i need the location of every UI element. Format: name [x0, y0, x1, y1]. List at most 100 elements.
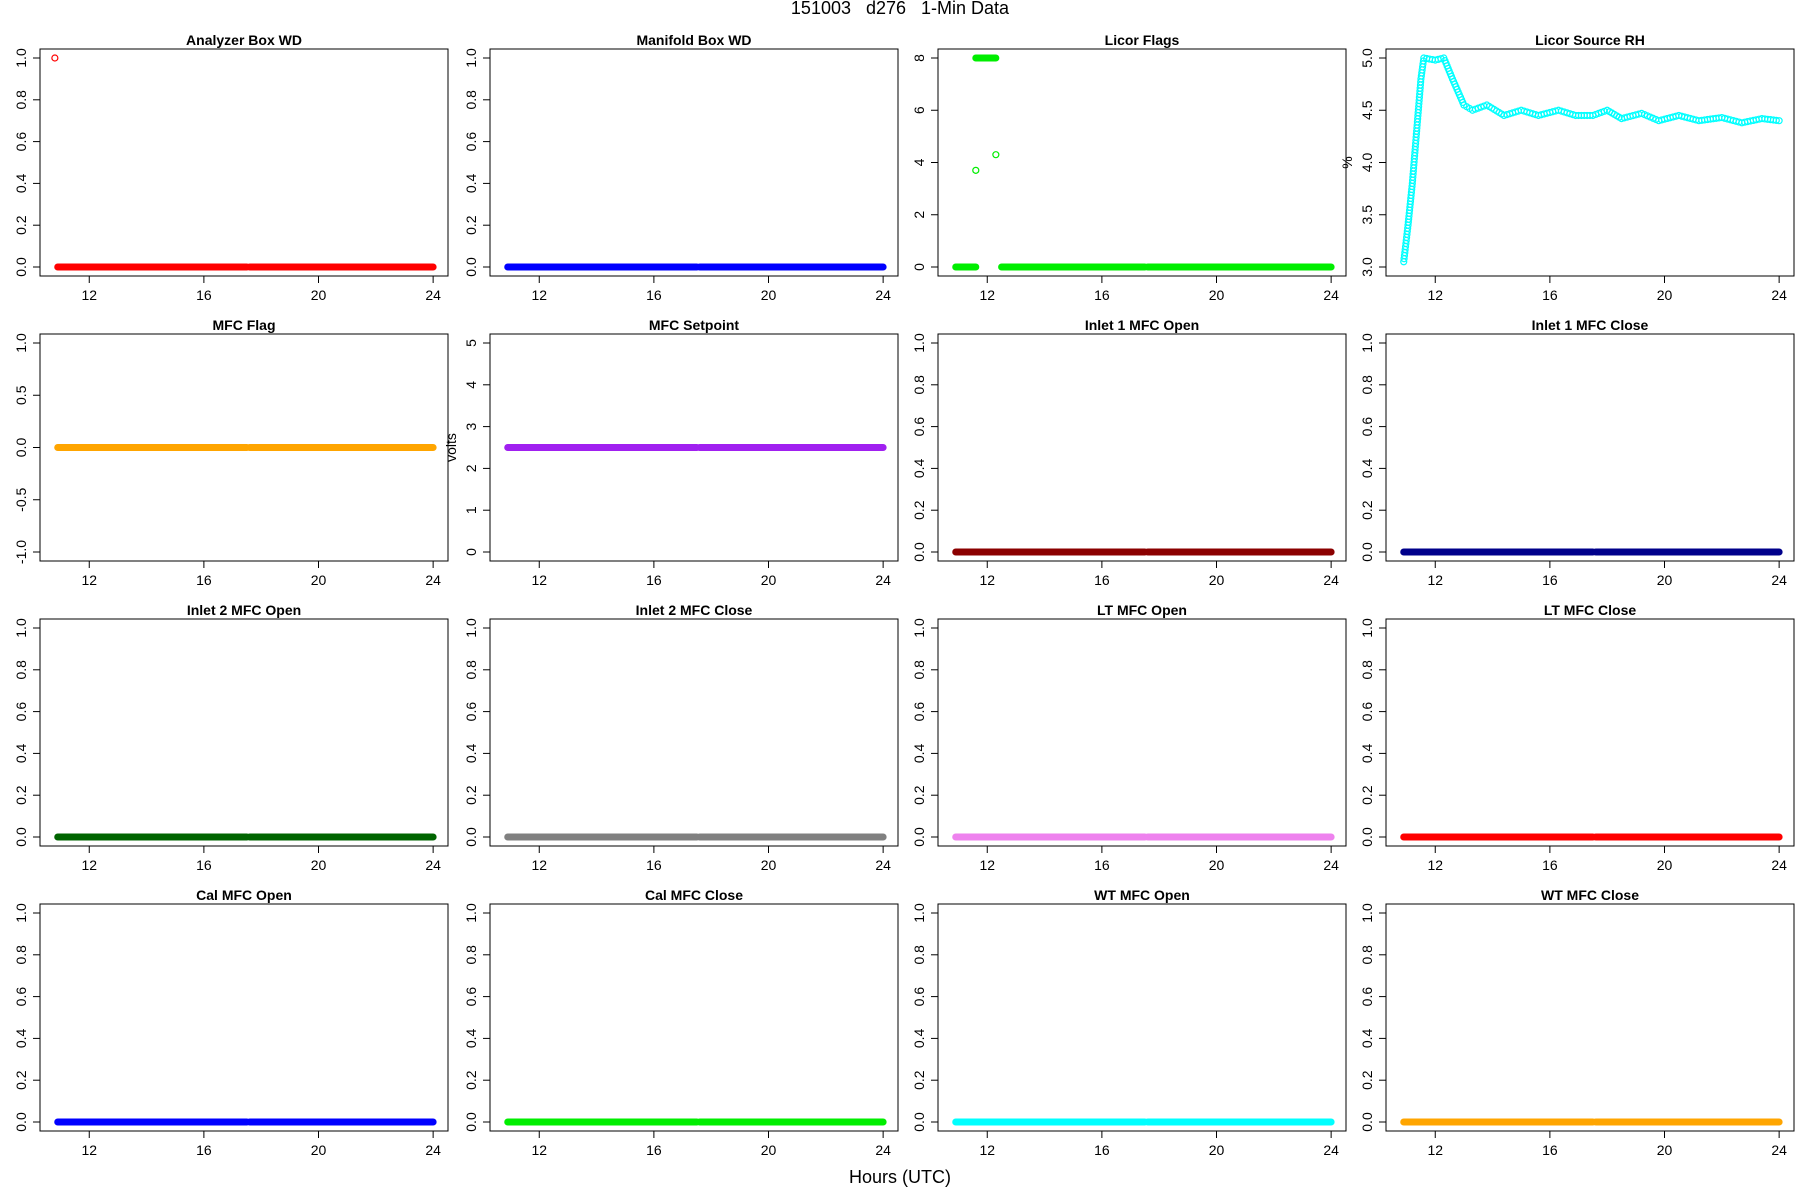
y-tick-label: 0.6 — [13, 702, 29, 722]
data-point — [51, 54, 59, 62]
y-tick-label: 0.2 — [463, 1070, 479, 1090]
plot-frame — [1385, 333, 1795, 562]
y-tick-label: 0.4 — [463, 1028, 479, 1048]
x-tick-label: 12 — [1427, 857, 1443, 873]
x-tick-label: 12 — [81, 857, 97, 873]
plot-frame — [937, 903, 1347, 1132]
x-tick-label: 20 — [761, 1142, 777, 1158]
y-tick-label: 0.2 — [911, 500, 927, 520]
plot-frame — [39, 618, 449, 847]
panel-title: Inlet 2 MFC Open — [187, 602, 301, 618]
panel-13: Cal MFC Open 12 16 20 24 0.0 0.2 0.4 0.6 0.8 1.0 — [13, 887, 449, 1158]
x-tick-label: 12 — [81, 1142, 97, 1158]
y-axis-label: % — [1339, 156, 1355, 168]
panel-title: LT MFC Open — [1097, 602, 1187, 618]
y-tick-label: 4 — [463, 381, 479, 389]
x-tick-label: 12 — [531, 572, 547, 588]
x-tick-label: 16 — [1094, 287, 1110, 303]
y-tick-label: 4.0 — [1359, 153, 1375, 173]
x-tick-label: 12 — [1427, 287, 1443, 303]
plot-frame — [937, 48, 1347, 277]
x-tick-label: 24 — [425, 1142, 441, 1158]
x-axis-label: Hours (UTC) — [849, 1167, 951, 1187]
y-tick-label: 0.4 — [13, 173, 29, 193]
x-tick-label: 20 — [1209, 857, 1225, 873]
x-tick-label: 20 — [1209, 1142, 1225, 1158]
x-tick-label: 24 — [425, 572, 441, 588]
x-tick-label: 24 — [1323, 572, 1339, 588]
plot-frame — [1385, 48, 1795, 277]
y-tick-label: 0.4 — [911, 458, 927, 478]
y-tick-label: 1.0 — [13, 618, 29, 638]
y-tick-label: 0.0 — [911, 827, 927, 847]
y-tick-label: 0.6 — [13, 987, 29, 1007]
y-tick-label: 0.2 — [13, 785, 29, 805]
y-tick-label: 0.2 — [911, 785, 927, 805]
x-tick-label: 20 — [1209, 572, 1225, 588]
plot-frame — [39, 48, 449, 277]
y-tick-label: 0.2 — [13, 215, 29, 235]
data-point — [1772, 116, 1780, 124]
x-tick-label: 20 — [761, 857, 777, 873]
plot-frame — [39, 903, 449, 1132]
x-tick-label: 16 — [1542, 287, 1558, 303]
x-tick-label: 24 — [425, 857, 441, 873]
y-tick-label: 0.6 — [1359, 417, 1375, 437]
data-point — [1775, 117, 1783, 125]
x-tick-label: 20 — [761, 572, 777, 588]
y-tick-label: 5 — [463, 339, 479, 347]
page-title: 151003 d276 1-Min Data — [790, 0, 1010, 18]
panel-title: Inlet 2 MFC Close — [636, 602, 753, 618]
plot-frame — [489, 903, 899, 1132]
x-tick-label: 16 — [646, 287, 662, 303]
y-tick-label: 1.0 — [463, 618, 479, 638]
y-tick-label: 0.4 — [463, 173, 479, 193]
y-tick-label: 0.4 — [13, 1028, 29, 1048]
panel-title: WT MFC Open — [1094, 887, 1190, 903]
y-tick-label: 1.0 — [463, 48, 479, 68]
y-tick-label: 0.2 — [463, 215, 479, 235]
x-tick-label: 16 — [1542, 1142, 1558, 1158]
panel-10: Inlet 2 MFC Close 12 16 20 24 0.0 0.2 0.4 0.6 0.8… — [463, 602, 899, 873]
y-tick-label: 0.8 — [13, 660, 29, 680]
y-tick-label: 1.0 — [911, 903, 927, 923]
y-tick-label: 0.8 — [13, 945, 29, 965]
x-tick-label: 12 — [531, 857, 547, 873]
x-tick-label: 16 — [646, 572, 662, 588]
x-tick-label: 20 — [311, 287, 327, 303]
y-tick-label: 1.0 — [1359, 903, 1375, 923]
panel-title: Cal MFC Open — [196, 887, 292, 903]
panel-title: WT MFC Close — [1541, 887, 1639, 903]
panel-7: Inlet 1 MFC Open 12 16 20 24 0.0 0.2 0.4 0.6 0.8 1… — [911, 317, 1347, 588]
panel-title: Cal MFC Close — [645, 887, 743, 903]
x-tick-label: 24 — [875, 572, 891, 588]
x-tick-label: 12 — [81, 287, 97, 303]
plot-frame — [1385, 618, 1795, 847]
plot-frame — [937, 333, 1347, 562]
y-tick-label: 0.0 — [911, 1112, 927, 1132]
y-tick-label: 0.6 — [911, 417, 927, 437]
x-tick-label: 16 — [196, 287, 212, 303]
y-tick-label: 0.8 — [911, 375, 927, 395]
panel-8: Inlet 1 MFC Close 12 16 20 24 0.0 0.2 0.4 0.6 0.8… — [1359, 317, 1795, 588]
y-tick-label: 1.0 — [13, 333, 29, 353]
plot-frame — [489, 48, 899, 277]
y-tick-label: 0.6 — [463, 987, 479, 1007]
x-tick-label: 24 — [1771, 1142, 1787, 1158]
x-tick-label: 16 — [1094, 857, 1110, 873]
y-tick-label: 0.0 — [13, 257, 29, 277]
panel-16: WT MFC Close 12 16 20 24 0.0 0.2 0.4 0.6 0.8 1.0 — [1359, 887, 1795, 1158]
x-tick-label: 20 — [311, 857, 327, 873]
panel-title: Licor Flags — [1105, 32, 1180, 48]
y-tick-label: 0.0 — [1359, 827, 1375, 847]
x-tick-label: 12 — [81, 572, 97, 588]
x-tick-label: 20 — [761, 287, 777, 303]
y-tick-label: 0.6 — [13, 132, 29, 152]
x-tick-label: 16 — [1094, 1142, 1110, 1158]
y-tick-label: 0.4 — [13, 743, 29, 763]
x-tick-label: 20 — [311, 1142, 327, 1158]
y-tick-label: -0.5 — [13, 487, 29, 511]
x-tick-label: 24 — [1323, 1142, 1339, 1158]
